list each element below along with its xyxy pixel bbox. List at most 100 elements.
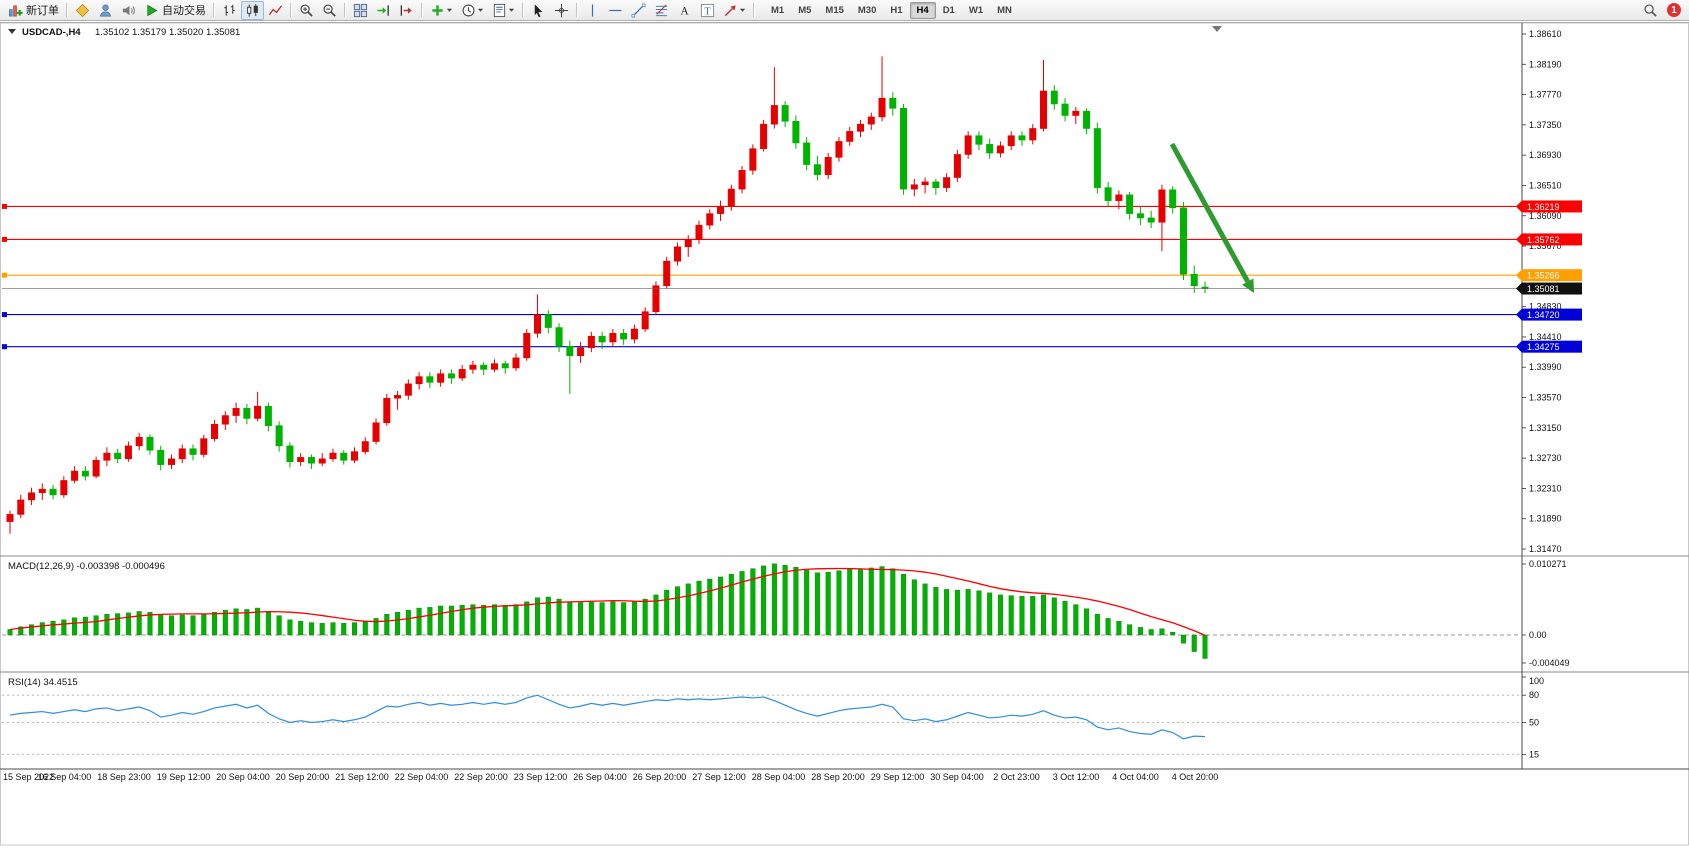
chart-shift-marker[interactable] [1212,26,1222,32]
timeframe-M5[interactable]: M5 [798,4,812,16]
candle [1147,217,1155,223]
horizontal-lines [2,203,1522,350]
chart-shift-button[interactable] [395,1,418,20]
candle [544,314,552,328]
auto-scroll-button[interactable] [372,1,395,20]
bar-chart-button[interactable] [218,1,241,20]
time-axis-label: 26 Sep 04:00 [573,772,627,782]
trend-arrow-head[interactable] [1242,278,1254,293]
macd-bar [459,605,465,636]
macd-bar [1159,628,1165,636]
candle [60,480,68,496]
time-axis-label: 23 Sep 12:00 [514,772,568,782]
hline-handle[interactable] [2,236,7,242]
macd-bar [944,589,950,636]
toolbar-separator [66,3,68,17]
hline-handle[interactable] [2,203,7,209]
macd-bar [578,602,584,636]
macd-bar [621,602,627,636]
line-chart-button[interactable] [264,1,287,20]
timeframe-W1[interactable]: W1 [968,4,984,16]
timeframe-H4[interactable]: H4 [909,1,936,19]
arrows-button[interactable] [719,1,750,20]
zoom-in-button[interactable] [295,1,318,20]
autotrading-button[interactable]: 自动交易 [140,1,210,20]
timeframe-MN[interactable]: MN [997,4,1012,16]
price-axis-label: 1.31890 [1529,514,1562,524]
profile-button[interactable] [94,1,117,20]
hline-handle[interactable] [2,312,7,318]
hline-handle[interactable] [2,344,7,350]
chevron-down-icon [739,3,746,18]
sound-button[interactable] [117,1,140,20]
candle [986,144,994,154]
one-click-trading-toggle[interactable] [8,29,16,34]
candle [867,116,875,125]
text-label-icon: T [700,3,715,18]
macd-bar [1180,634,1186,644]
price-axis-label: 1.35670 [1529,241,1562,251]
text-button[interactable]: A [673,1,696,20]
macd-bar [82,616,88,636]
candle [469,364,477,370]
timeframe-M30[interactable]: M30 [857,4,877,16]
text-label-button[interactable]: T [696,1,719,20]
toolbar-separator [213,3,215,17]
timeframe-D1[interactable]: D1 [942,4,955,16]
vertical-line-button[interactable] [581,1,604,20]
candle [1169,189,1177,209]
macd-bar [922,583,928,636]
fibonacci-button[interactable] [650,1,673,20]
templates-button[interactable] [488,1,519,20]
price-axis-label: 1.38610 [1529,29,1562,39]
horizontal-line-button[interactable] [604,1,627,20]
trendline-button[interactable] [627,1,650,20]
cursor-button[interactable] [527,1,550,20]
candle [404,383,412,396]
trend-arrow[interactable] [1169,142,1250,283]
candle [1093,128,1101,188]
vertical-line-icon [585,3,600,18]
tile-windows-button[interactable] [349,1,372,20]
new-order-label: 新订单 [26,5,59,17]
timeframe-M1[interactable]: M1 [771,4,785,16]
indicators-button[interactable] [426,1,457,20]
profile-icon [98,3,113,18]
price-axis-label: 1.32310 [1529,483,1562,493]
candlestick-chart-button[interactable] [241,0,264,20]
notification-badge[interactable]: 1 [1667,3,1681,17]
candle [1136,213,1144,219]
zoom-out-button[interactable] [318,1,341,20]
crosshair-button[interactable] [550,1,573,20]
new-order-button[interactable]: 新订单 [4,1,63,20]
price-axis[interactable]: 1.38610 1.38190 1.37770 1.37350 1.36930 1.365… [1522,29,1562,554]
hline-handle[interactable] [2,272,7,278]
svg-text:1.35081: 1.35081 [1527,284,1560,294]
candle [1029,128,1037,141]
candle [889,97,897,109]
candle [566,346,574,356]
svg-text:1.35266: 1.35266 [1527,271,1560,281]
macd-bar [330,622,336,636]
candle [28,492,36,501]
timeframe-M15[interactable]: M15 [825,4,844,16]
candle [447,373,455,379]
template-icon [492,3,507,18]
macd-bar [29,624,35,636]
wizard-button[interactable] [71,1,94,20]
search-button[interactable] [1639,1,1662,20]
price-axis-label: 1.38190 [1529,59,1562,69]
timeframe-H1[interactable]: H1 [890,4,903,16]
time-axis-label: 20 Sep 04:00 [216,772,270,782]
macd-bar [1084,608,1090,636]
macd-bar [857,568,863,636]
chart-area[interactable]: 1.38610 1.38190 1.37770 1.37350 1.36930 1.365… [0,21,1689,848]
macd-bar [276,615,282,636]
periods-button[interactable] [457,1,488,20]
candle [512,357,520,369]
macd-bar [911,579,917,636]
macd-signal-line [9,567,1206,636]
time-axis-label: 28 Sep 04:00 [752,772,806,782]
